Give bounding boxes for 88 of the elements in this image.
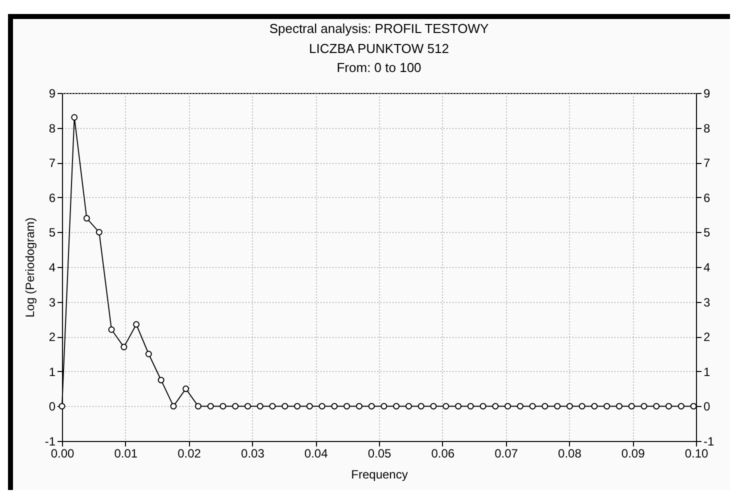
y-tick-label: 2 xyxy=(48,330,56,344)
point xyxy=(158,376,164,384)
x-tick-label: 0.07 xyxy=(494,446,518,460)
x-tick-label: 0.01 xyxy=(114,446,138,460)
y-tick-label: 0 xyxy=(48,400,56,414)
point xyxy=(145,350,152,358)
y2-tick-label: -1 xyxy=(704,434,714,448)
y-tick-label: 8 xyxy=(48,121,56,136)
point xyxy=(480,402,486,410)
point xyxy=(442,402,450,410)
x-tick-label: 0.00 xyxy=(50,446,74,460)
point xyxy=(418,402,424,410)
y2-tick-label: 5 xyxy=(704,226,710,240)
point xyxy=(678,402,684,410)
point xyxy=(294,402,301,410)
y-tick-label: 9 xyxy=(48,86,56,100)
point xyxy=(492,402,499,410)
point xyxy=(690,402,697,410)
point xyxy=(356,402,362,410)
point xyxy=(96,228,102,236)
point xyxy=(578,402,586,410)
point xyxy=(306,402,313,410)
point xyxy=(170,402,177,410)
y-tick-label: -1 xyxy=(44,434,56,448)
point xyxy=(591,402,598,410)
point xyxy=(220,402,226,410)
point xyxy=(405,402,412,410)
x-tick-label: 0.04 xyxy=(304,446,328,460)
y-axis-title: Log (Periodogram) xyxy=(22,217,37,318)
point xyxy=(269,402,276,410)
point xyxy=(83,215,90,222)
point xyxy=(455,402,462,410)
y2-tick-label: 3 xyxy=(704,295,710,310)
point xyxy=(182,386,190,392)
point xyxy=(368,402,375,410)
y2-tick-label: 2 xyxy=(704,330,710,344)
y-tick-label: 3 xyxy=(48,295,56,310)
point xyxy=(604,402,610,410)
point xyxy=(666,402,672,410)
y-tick-label: 5 xyxy=(48,226,56,240)
chart-title: Spectral analysis: PROFIL TESTOWY xyxy=(269,21,490,36)
y2-tick-label: 7 xyxy=(704,156,710,170)
point xyxy=(554,402,561,410)
point xyxy=(616,402,622,410)
x-tick-label: 0.03 xyxy=(241,446,265,460)
point xyxy=(430,402,437,410)
point xyxy=(331,402,338,410)
point xyxy=(640,402,648,410)
point xyxy=(108,326,115,333)
x-tick-label: 0.10 xyxy=(684,446,708,460)
point xyxy=(542,402,548,410)
point xyxy=(529,402,536,410)
point xyxy=(232,402,239,410)
point xyxy=(393,402,400,410)
x-tick-label: 0.02 xyxy=(178,446,202,460)
point xyxy=(380,402,388,410)
point xyxy=(467,402,474,410)
point xyxy=(566,402,573,410)
y-tick-label: 1 xyxy=(48,364,56,379)
y2-tick-label: 1 xyxy=(704,364,710,379)
y-tick-label: 4 xyxy=(48,260,56,274)
x-tick-label: 0.08 xyxy=(558,446,582,460)
y2-tick-label: 8 xyxy=(704,121,710,136)
y-tick-label: 6 xyxy=(48,190,56,205)
point xyxy=(194,402,202,410)
point xyxy=(256,402,264,410)
point xyxy=(244,402,251,410)
y2-tick-label: 0 xyxy=(704,400,710,414)
y-tick-label: 7 xyxy=(48,156,56,170)
point xyxy=(504,402,512,410)
point xyxy=(653,402,660,410)
y2-tick-label: 4 xyxy=(704,260,710,274)
y2-tick-label: 6 xyxy=(704,190,710,205)
point xyxy=(133,321,140,328)
point xyxy=(344,402,350,410)
x-tick-label: 0.05 xyxy=(368,446,392,460)
point xyxy=(628,402,635,410)
point xyxy=(120,344,128,350)
point xyxy=(71,114,78,121)
y2-tick-label: 9 xyxy=(704,86,710,100)
point xyxy=(318,402,326,410)
chart-subtitle: LICZBA PUNKTOW 512 From: 0 to 100 xyxy=(309,41,449,75)
x-axis-title: Frequency xyxy=(351,468,408,482)
x-tick-label: 0.09 xyxy=(621,446,646,460)
x-tick-label: 0.06 xyxy=(431,446,455,460)
point xyxy=(516,402,524,410)
point xyxy=(207,402,214,410)
point xyxy=(282,402,288,410)
